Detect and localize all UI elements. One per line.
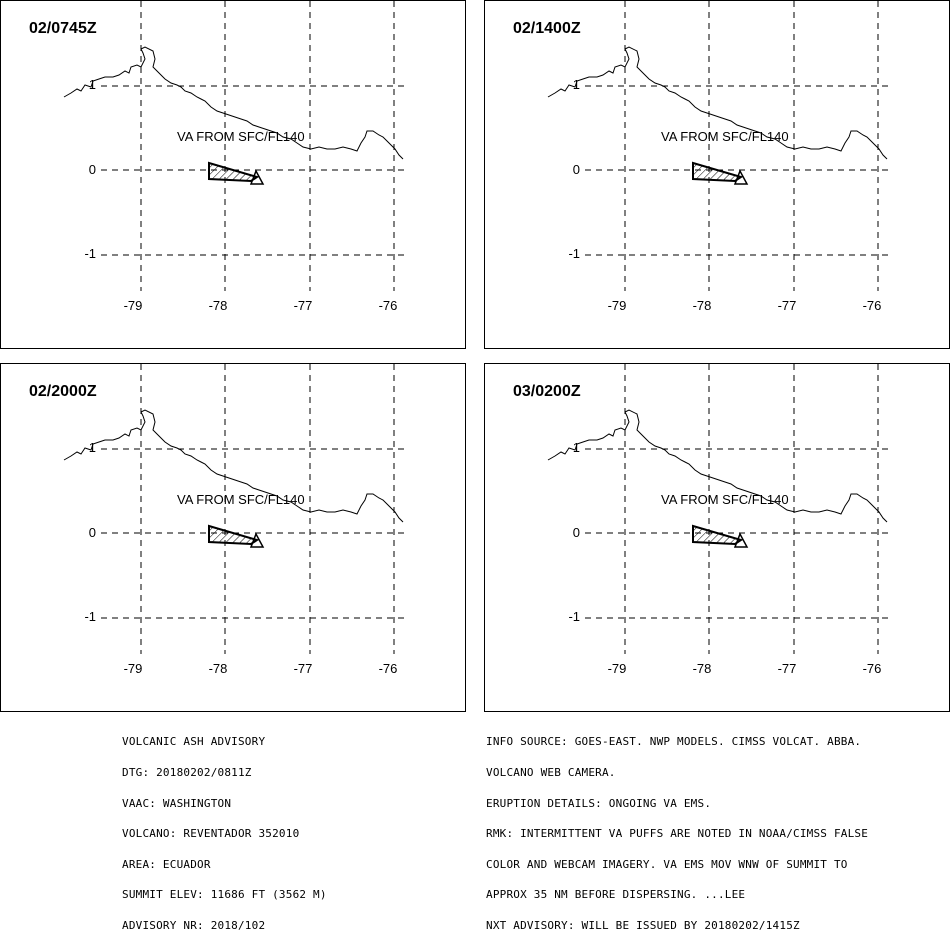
map-graphic bbox=[547, 1, 889, 291]
lat-label-minus1: -1 bbox=[84, 609, 96, 624]
lat-label-1: 1 bbox=[88, 77, 96, 92]
lon-label-76: -76 bbox=[378, 298, 398, 313]
ash-cloud-polygon bbox=[208, 524, 260, 546]
advisory-line: VOLCANO WEB CAMERA. bbox=[486, 766, 616, 780]
lat-label-1: 1 bbox=[572, 77, 580, 92]
lon-label-78: -78 bbox=[692, 298, 712, 313]
advisory-line: NXT ADVISORY: WILL BE ISSUED BY 20180202… bbox=[486, 919, 800, 933]
coastline bbox=[547, 409, 888, 523]
lon-label-76: -76 bbox=[378, 661, 398, 676]
advisory-line: VOLCANO: REVENTADOR 352010 bbox=[122, 827, 300, 841]
advisory-text-left: VOLCANIC ASH ADVISORY DTG: 20180202/0811… bbox=[122, 717, 327, 941]
advisory-line: INFO SOURCE: GOES-EAST. NWP MODELS. CIMS… bbox=[486, 735, 862, 749]
coastline bbox=[547, 46, 888, 160]
volcano-marker-icon bbox=[733, 169, 749, 185]
map-graphic bbox=[547, 364, 889, 654]
lon-label-77: -77 bbox=[293, 298, 313, 313]
lon-label-76: -76 bbox=[862, 298, 882, 313]
advisory-line: SUMMIT ELEV: 11686 FT (3562 M) bbox=[122, 888, 327, 902]
map-panel-2: 02/1400Z VA FROM SFC/FL140 1 0 -1 -79 -7… bbox=[484, 0, 950, 349]
lat-label-minus1: -1 bbox=[568, 246, 580, 261]
lat-label-1: 1 bbox=[88, 440, 96, 455]
lon-label-79: -79 bbox=[123, 298, 143, 313]
map-graphic bbox=[63, 1, 405, 291]
lon-label-79: -79 bbox=[123, 661, 143, 676]
advisory-line: ADVISORY NR: 2018/102 bbox=[122, 919, 266, 933]
ash-cloud-label: VA FROM SFC/FL140 bbox=[177, 129, 305, 144]
advisory-line: COLOR AND WEBCAM IMAGERY. VA EMS MOV WNW… bbox=[486, 857, 848, 871]
lon-label-79: -79 bbox=[607, 661, 627, 676]
panel-time-label: 03/0200Z bbox=[513, 383, 581, 400]
lon-label-78: -78 bbox=[208, 661, 228, 676]
ash-cloud-polygon bbox=[692, 524, 744, 546]
lon-label-77: -77 bbox=[777, 661, 797, 676]
panel-time-label: 02/2000Z bbox=[29, 383, 97, 400]
volcano-marker-icon bbox=[733, 532, 749, 548]
ash-cloud-label: VA FROM SFC/FL140 bbox=[177, 492, 305, 507]
lat-label-0: 0 bbox=[88, 525, 96, 540]
lon-label-79: -79 bbox=[607, 298, 627, 313]
lat-label-0: 0 bbox=[88, 162, 96, 177]
graticule bbox=[585, 1, 889, 291]
ash-cloud-label: VA FROM SFC/FL140 bbox=[661, 492, 789, 507]
advisory-line: RMK: INTERMITTENT VA PUFFS ARE NOTED IN … bbox=[486, 827, 869, 841]
map-graphic bbox=[63, 364, 405, 654]
advisory-text-right: INFO SOURCE: GOES-EAST. NWP MODELS. CIMS… bbox=[486, 717, 868, 941]
lat-label-1: 1 bbox=[572, 440, 580, 455]
volcano-marker-icon bbox=[249, 169, 265, 185]
coastline bbox=[63, 409, 404, 523]
ash-cloud-label: VA FROM SFC/FL140 bbox=[661, 129, 789, 144]
advisory-line: AREA: ECUADOR bbox=[122, 857, 211, 871]
advisory-line: VAAC: WASHINGTON bbox=[122, 796, 232, 810]
lon-label-77: -77 bbox=[777, 298, 797, 313]
lat-label-0: 0 bbox=[572, 162, 580, 177]
lon-label-77: -77 bbox=[293, 661, 313, 676]
map-panel-4: 03/0200Z VA FROM SFC/FL140 1 0 -1 -79 -7… bbox=[484, 363, 950, 712]
lat-label-0: 0 bbox=[572, 525, 580, 540]
panel-time-label: 02/1400Z bbox=[513, 20, 581, 37]
map-panel-3: 02/2000Z VA FROM SFC/FL140 1 0 -1 -79 -7… bbox=[0, 363, 466, 712]
advisory-line: DTG: 20180202/0811Z bbox=[122, 766, 252, 780]
lon-label-78: -78 bbox=[692, 661, 712, 676]
ash-cloud-polygon bbox=[692, 161, 744, 183]
map-panel-1: 02/0745Z VA FROM SFC/FL140 1 0 -1 -79 -7… bbox=[0, 0, 466, 349]
coastline bbox=[63, 46, 404, 160]
lat-label-minus1: -1 bbox=[84, 246, 96, 261]
advisory-line: VOLCANIC ASH ADVISORY bbox=[122, 735, 266, 749]
panel-time-label: 02/0745Z bbox=[29, 20, 97, 37]
ash-cloud-polygon bbox=[208, 161, 260, 183]
lon-label-78: -78 bbox=[208, 298, 228, 313]
advisory-line: APPROX 35 NM BEFORE DISPERSING. ...LEE bbox=[486, 888, 746, 902]
lat-label-minus1: -1 bbox=[568, 609, 580, 624]
advisory-line: ERUPTION DETAILS: ONGOING VA EMS. bbox=[486, 796, 712, 810]
lon-label-76: -76 bbox=[862, 661, 882, 676]
volcano-marker-icon bbox=[249, 532, 265, 548]
